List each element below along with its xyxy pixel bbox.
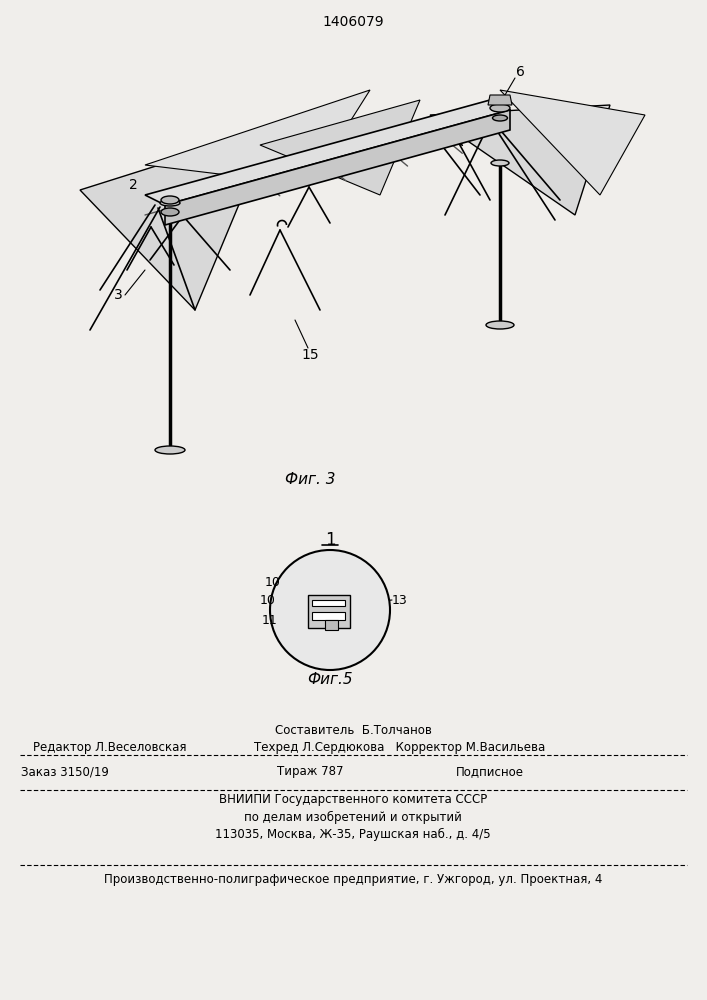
Ellipse shape	[161, 208, 179, 216]
Ellipse shape	[493, 115, 508, 121]
Text: Фиг. 3: Фиг. 3	[285, 473, 335, 488]
Text: 10: 10	[260, 593, 276, 606]
Text: 1406079: 1406079	[322, 15, 384, 29]
Polygon shape	[80, 130, 270, 310]
Text: Производственно-полиграфическое предприятие, г. Ужгород, ул. Проектная, 4: Производственно-полиграфическое предприя…	[104, 874, 602, 886]
Polygon shape	[500, 90, 645, 195]
Circle shape	[270, 550, 390, 670]
Text: по делам изобретений и открытий: по делам изобретений и открытий	[244, 810, 462, 824]
Text: Редактор Л.Веселовская: Редактор Л.Веселовская	[33, 740, 187, 754]
Text: Подписное: Подписное	[456, 766, 524, 778]
Ellipse shape	[161, 196, 179, 204]
Text: 1: 1	[325, 531, 335, 549]
Polygon shape	[488, 95, 512, 105]
Ellipse shape	[491, 160, 509, 166]
Text: Фиг.5: Фиг.5	[307, 672, 353, 688]
Text: 11: 11	[262, 613, 278, 626]
Polygon shape	[145, 90, 370, 185]
Ellipse shape	[155, 446, 185, 454]
Polygon shape	[145, 100, 510, 205]
Text: 15: 15	[301, 348, 319, 362]
Polygon shape	[165, 110, 510, 225]
Polygon shape	[430, 105, 610, 215]
Polygon shape	[308, 595, 350, 628]
Text: Техред Л.Сердюкова   Корректор М.Васильева: Техред Л.Сердюкова Корректор М.Васильева	[255, 740, 546, 754]
Ellipse shape	[486, 321, 514, 329]
Text: 10: 10	[265, 576, 281, 588]
Polygon shape	[312, 600, 345, 606]
Text: Тираж 787: Тираж 787	[276, 766, 344, 778]
Text: 13: 13	[392, 593, 408, 606]
Ellipse shape	[160, 200, 180, 206]
Ellipse shape	[490, 104, 510, 112]
Text: 6: 6	[515, 65, 525, 79]
Polygon shape	[260, 100, 420, 195]
Text: 2: 2	[129, 178, 137, 192]
Text: 113035, Москва, Ж-35, Раушская наб., д. 4/5: 113035, Москва, Ж-35, Раушская наб., д. …	[215, 827, 491, 841]
Text: Составитель  Б.Толчанов: Составитель Б.Толчанов	[274, 724, 431, 736]
Polygon shape	[325, 620, 338, 630]
Text: Заказ 3150/19: Заказ 3150/19	[21, 766, 109, 778]
Text: ВНИИПИ Государственного комитета СССР: ВНИИПИ Государственного комитета СССР	[219, 794, 487, 806]
Text: 3: 3	[114, 288, 122, 302]
Polygon shape	[312, 612, 345, 620]
